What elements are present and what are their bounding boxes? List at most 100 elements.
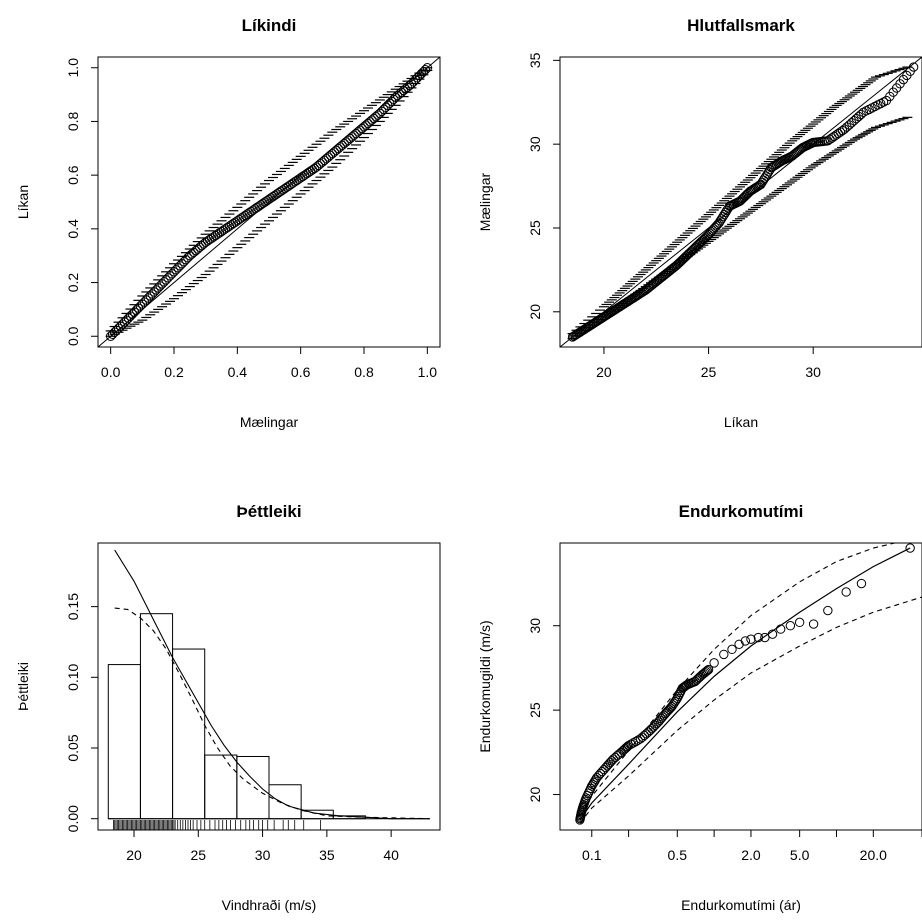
data-point	[665, 703, 676, 713]
data-point	[760, 632, 770, 643]
y-tick-label: 0.2	[65, 273, 81, 293]
histogram-bar	[107, 664, 141, 820]
x-tick-label: 20.0	[860, 847, 887, 863]
plot-title: Líkindi	[242, 16, 297, 35]
x-axis-label: Vindhraði (m/s)	[222, 897, 317, 913]
histogram-bar	[204, 754, 238, 820]
x-tick-label: 30	[255, 847, 271, 863]
plot-area	[575, 543, 922, 825]
x-tick-label: 40	[383, 847, 399, 863]
plot-title: Endurkomutími	[679, 502, 804, 521]
y-tick-label: 0.05	[65, 734, 81, 761]
x-tick-label: 5.0	[790, 847, 810, 863]
y-tick-label: 25	[527, 220, 543, 236]
x-axis-label: Endurkomutími (ár)	[681, 897, 801, 913]
plot-title: Hlutfallsmark	[687, 16, 795, 35]
y-tick-label: 25	[527, 702, 543, 718]
plot-frame	[559, 542, 922, 831]
x-tick-label: 35	[319, 847, 335, 863]
y-tick-label: 0.10	[65, 663, 81, 690]
panel-1	[91, 56, 441, 354]
data-point	[681, 680, 691, 691]
data-point	[701, 666, 711, 677]
x-tick-label: 30	[805, 364, 821, 380]
x-tick-label: 20	[126, 847, 142, 863]
lower-band-line	[579, 596, 922, 824]
y-tick-label: 30	[527, 618, 543, 634]
x-tick-label: 0.8	[354, 364, 374, 380]
y-axis-label: Þéttleiki	[15, 662, 31, 711]
data-point	[753, 632, 764, 643]
data-point	[785, 621, 796, 631]
data-point	[905, 543, 915, 553]
data-point	[709, 658, 719, 668]
data-point	[631, 736, 641, 747]
panel-2	[553, 56, 922, 354]
data-point	[650, 720, 660, 731]
y-tick-label: 0.8	[65, 112, 81, 132]
reference-line	[560, 57, 922, 347]
x-tick-label: 2.0	[741, 847, 761, 863]
histogram-bar	[268, 784, 302, 820]
data-point	[794, 617, 805, 628]
plot-frame	[559, 56, 922, 348]
x-tick-label: 0.5	[668, 847, 688, 863]
y-axis-label: Endurkomugildi (m/s)	[477, 620, 493, 752]
empirical-density-line	[114, 607, 430, 820]
y-tick-label: 0.4	[65, 219, 81, 239]
data-point	[856, 578, 867, 589]
data-point	[808, 619, 819, 629]
fitted-line	[579, 547, 911, 821]
data-point	[841, 587, 851, 597]
data-point	[607, 756, 617, 766]
upper-band-line	[579, 543, 895, 817]
plot-title: Þéttleiki	[236, 502, 301, 521]
data-point	[734, 639, 744, 649]
data-point	[643, 727, 653, 737]
data-point	[605, 757, 615, 768]
data-point	[767, 629, 778, 639]
panel-4	[553, 542, 922, 837]
data-point	[645, 725, 655, 736]
data-point	[823, 605, 833, 616]
y-tick-label: 0.6	[65, 165, 81, 185]
y-tick-label: 0.0	[65, 326, 81, 346]
data-point	[626, 739, 636, 749]
y-axis-label: Mælingar	[477, 172, 493, 231]
y-tick-label: 0.15	[65, 593, 81, 620]
x-tick-label: 0.2	[164, 364, 184, 380]
x-axis-label: Mælingar	[240, 414, 299, 430]
data-point	[727, 644, 737, 655]
x-tick-label: 0.6	[291, 364, 311, 380]
x-tick-label: 0.0	[101, 364, 121, 380]
x-tick-label: 20	[596, 364, 612, 380]
y-tick-label: 20	[527, 787, 543, 803]
data-point	[647, 724, 657, 734]
data-point	[719, 649, 729, 660]
x-tick-label: 1.0	[418, 364, 438, 380]
plot-area	[98, 57, 440, 347]
data-point	[703, 664, 714, 675]
plot-area	[560, 57, 922, 347]
data-point	[702, 665, 712, 676]
y-tick-label: 30	[527, 136, 543, 152]
y-tick-label: 20	[527, 304, 543, 320]
y-tick-label: 35	[527, 52, 543, 68]
x-tick-label: 25	[701, 364, 717, 380]
data-point	[628, 738, 639, 748]
data-point	[623, 740, 634, 751]
y-tick-label: 1.0	[65, 58, 81, 78]
data-point	[856, 109, 866, 120]
x-tick-label: 25	[190, 847, 206, 863]
data-point	[648, 722, 659, 732]
plot-area	[107, 549, 430, 820]
fitted-density-line	[114, 549, 430, 820]
panel-3	[91, 542, 441, 837]
y-axis-label: Líkan	[15, 185, 31, 219]
data-point	[420, 65, 431, 75]
histogram-bar	[172, 648, 206, 820]
data-point	[775, 624, 786, 634]
histogram-bar	[139, 613, 174, 820]
x-tick-label: 0.1	[582, 847, 602, 863]
